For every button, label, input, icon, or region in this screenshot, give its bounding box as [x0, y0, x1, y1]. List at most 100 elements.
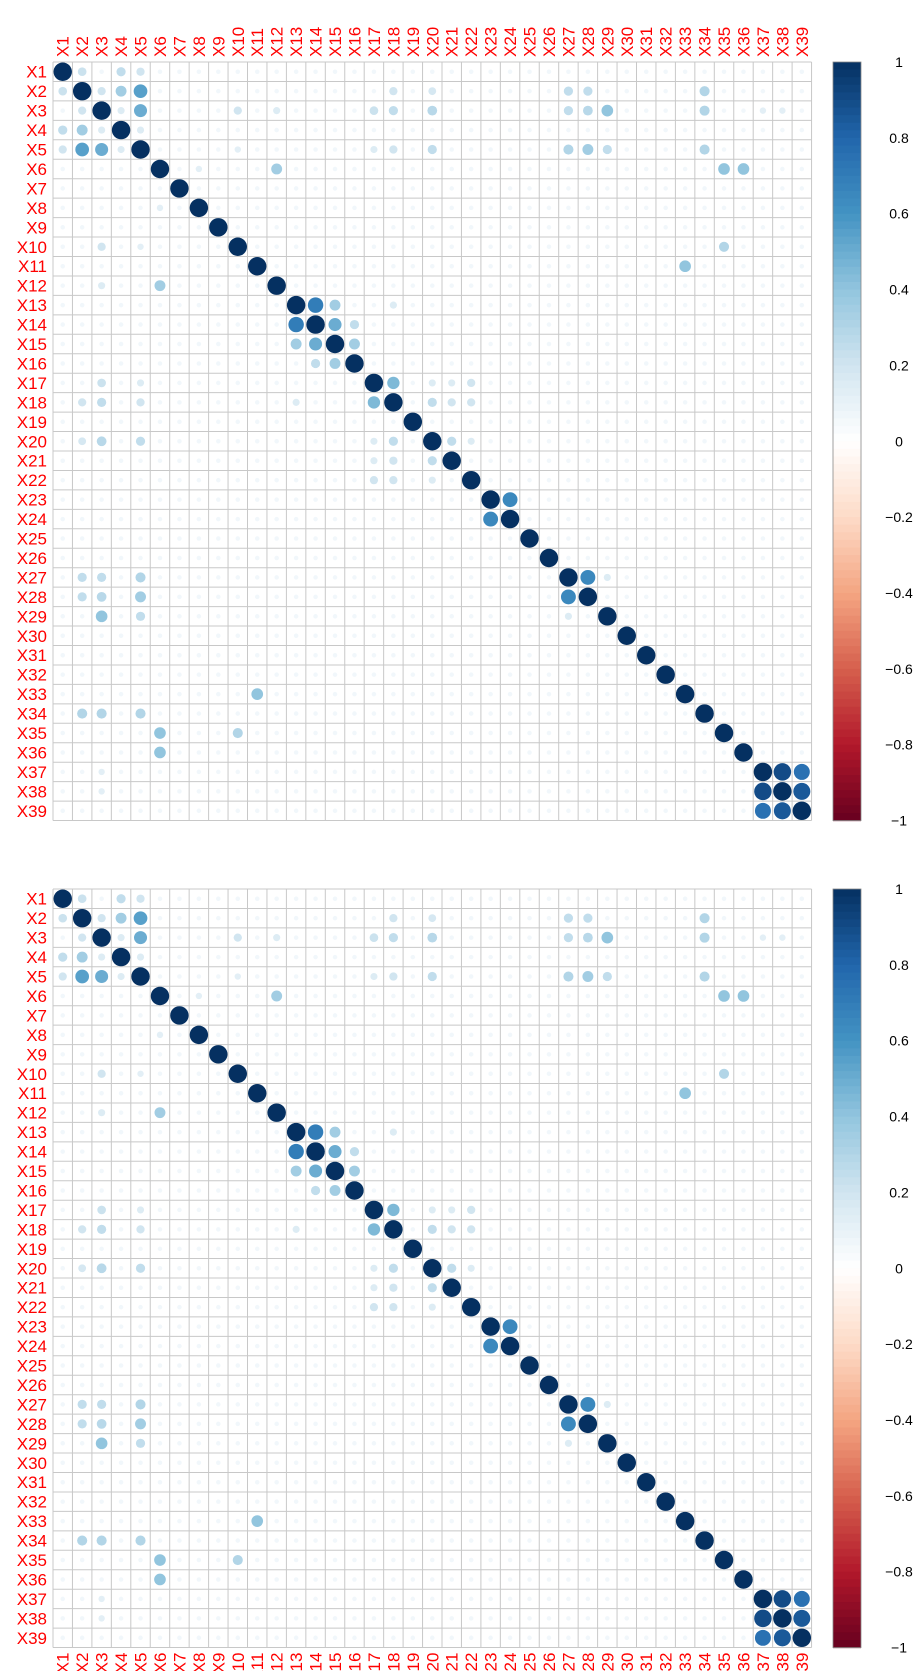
correlation-circle: [721, 594, 727, 600]
correlation-circle: [605, 711, 610, 716]
correlation-circle: [79, 1382, 85, 1388]
correlation-circle: [449, 302, 454, 308]
colorbar-tick-label: 0: [895, 433, 903, 449]
correlation-circle: [527, 1013, 532, 1018]
correlation-circle: [177, 1324, 182, 1329]
correlation-circle: [157, 1168, 163, 1174]
correlation-circle: [410, 974, 416, 979]
correlation-circle: [799, 896, 805, 901]
correlation-circle: [799, 1071, 805, 1077]
correlation-circle: [682, 1032, 688, 1038]
colorbar-segment: [833, 1192, 861, 1201]
correlation-circle: [118, 1441, 124, 1446]
correlation-circle: [254, 1149, 260, 1154]
colorbar-segment: [833, 1055, 861, 1065]
correlation-circle: [566, 1363, 571, 1368]
correlation-circle: [60, 166, 65, 172]
correlation-circle: [585, 1499, 591, 1504]
correlation-circle: [507, 283, 513, 288]
correlation-circle: [332, 1538, 338, 1543]
correlation-circle: [780, 1363, 785, 1368]
correlation-circle: [566, 380, 571, 386]
correlation-circle: [527, 672, 532, 677]
correlation-circle: [663, 497, 668, 502]
correlation-circle: [449, 935, 454, 940]
correlation-circle: [605, 1479, 610, 1485]
correlation-circle: [734, 743, 753, 762]
correlation-circle: [605, 691, 610, 697]
correlation-circle: [507, 1285, 513, 1290]
correlation-circle: [99, 1188, 104, 1193]
correlation-circle: [189, 198, 209, 218]
colorbar-segment: [833, 790, 861, 799]
row-label: X4: [26, 948, 47, 967]
correlation-circle: [527, 419, 532, 425]
colorbar-segment: [833, 1253, 861, 1262]
correlation-circle: [754, 802, 771, 819]
colorbar-segment: [833, 312, 861, 321]
correlation-circle: [663, 1577, 668, 1582]
correlation-circle: [293, 896, 299, 901]
correlation-circle: [332, 1441, 338, 1446]
row-label: X30: [17, 1454, 47, 1473]
correlation-circle: [624, 974, 630, 979]
colorbar-segment: [833, 942, 861, 951]
correlation-circle: [585, 244, 591, 250]
correlation-circle: [79, 225, 85, 230]
correlation-circle: [332, 477, 338, 483]
correlation-circle: [507, 108, 513, 113]
correlation-circle: [721, 127, 727, 133]
correlation-circle: [410, 166, 416, 172]
correlation-circle: [566, 69, 571, 74]
correlation-circle: [99, 993, 104, 999]
correlation-circle: [546, 477, 552, 483]
correlation-circle: [741, 1479, 746, 1485]
correlation-circle: [488, 555, 493, 561]
correlation-circle: [741, 225, 746, 230]
colorbar-frame: [832, 61, 862, 821]
correlation-circle: [430, 1460, 435, 1466]
colorbar-segment: [833, 1442, 861, 1451]
colorbar-segment: [833, 1488, 861, 1497]
correlation-circle: [721, 1052, 727, 1057]
correlation-circle: [370, 437, 378, 445]
correlation-circle: [585, 283, 591, 288]
correlation-circle: [430, 808, 435, 814]
correlation-circle: [563, 86, 574, 96]
correlation-circle: [157, 1246, 163, 1252]
correlation-circle: [313, 283, 318, 288]
correlation-circle: [332, 808, 338, 814]
correlation-circle: [430, 1071, 435, 1077]
row-label: X13: [17, 296, 47, 315]
correlation-circle: [585, 896, 591, 901]
correlation-circle: [79, 1343, 85, 1349]
correlation-circle: [624, 1616, 630, 1621]
correlation-circle: [235, 594, 241, 600]
correlation-circle: [138, 225, 143, 230]
correlation-circle: [663, 1013, 668, 1018]
colorbar-segment: [833, 1351, 861, 1360]
correlation-circle: [195, 165, 203, 173]
correlation-circle: [682, 1343, 688, 1349]
correlation-circle: [313, 1402, 318, 1407]
correlation-circle: [293, 614, 299, 619]
correlation-circle: [196, 633, 202, 639]
correlation-circle: [702, 691, 707, 697]
correlation-circle: [235, 1479, 241, 1485]
correlation-circle: [643, 1013, 649, 1018]
colorbar-segment: [833, 782, 861, 791]
correlation-circle: [371, 1090, 377, 1096]
correlation-circle: [135, 591, 146, 603]
colorbar-segment: [833, 365, 861, 374]
correlation-circle: [293, 555, 299, 561]
correlation-circle: [585, 419, 591, 425]
correlation-circle: [403, 412, 423, 432]
correlation-circle: [75, 142, 90, 157]
correlation-circle: [468, 1499, 474, 1504]
correlation-circle: [754, 1629, 771, 1646]
row-label: X39: [17, 1629, 47, 1648]
correlation-circle: [274, 691, 279, 697]
colorbar-segment: [833, 1222, 861, 1231]
correlation-circle: [391, 419, 396, 425]
correlation-circle: [779, 107, 786, 114]
